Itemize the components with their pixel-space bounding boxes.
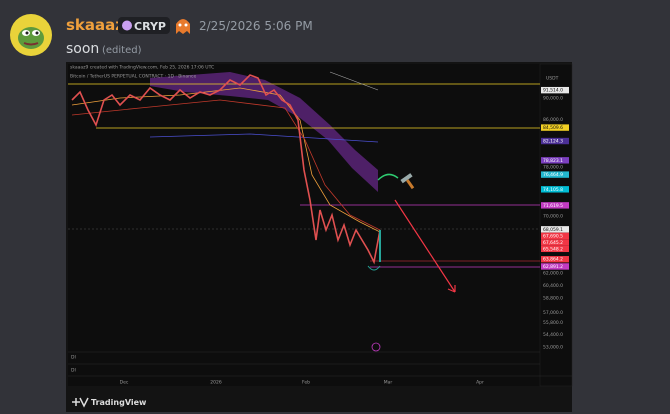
time-label: 2026 — [210, 380, 222, 386]
price-label: 74,105.8 — [543, 187, 563, 193]
message-text: soon — [66, 41, 99, 57]
price-label: 90,000.0 — [543, 96, 563, 102]
watermark: skaaaz9 created with TradingView.com, Fe… — [70, 65, 214, 71]
price-label: 60,400.0 — [543, 283, 563, 289]
price-label: 78,000.0 — [543, 164, 563, 170]
price-label: 65,548.2 — [543, 246, 563, 252]
time-label: Feb — [302, 380, 310, 386]
price-label: 78,823.1 — [543, 158, 563, 164]
timestamp: 2/25/2026 5:06 PM — [199, 19, 313, 33]
price-label-bg — [541, 137, 569, 145]
price-label: 63,864.2 — [543, 257, 563, 263]
price-label: 67,690.5 — [543, 233, 563, 239]
tag-badge[interactable]: CRYP — [118, 17, 170, 34]
price-label-bg — [541, 263, 569, 270]
author[interactable]: skaaaz — [66, 16, 124, 34]
price-label: 91,514.0 — [543, 88, 563, 94]
currency: USDT — [546, 76, 559, 82]
price-label: 57,000.0 — [543, 310, 563, 316]
price-label: 54,400.0 — [543, 332, 563, 338]
price-label: 84,509.6 — [543, 125, 563, 131]
price-label-bg — [541, 171, 569, 178]
price-label: 58,800.0 — [543, 296, 563, 302]
role-icon — [176, 19, 190, 34]
price-label: 76,464.9 — [543, 172, 563, 178]
time-label: Dec — [120, 380, 129, 386]
price-label: 55,800.0 — [543, 320, 563, 326]
price-label: 62,000.0 — [543, 271, 563, 277]
price-label-bg — [541, 124, 569, 131]
price-label-bg — [541, 239, 569, 246]
price-label: 67,645.2 — [543, 240, 563, 246]
price-label: 71,619.5 — [543, 203, 563, 209]
edited-marker: (edited) — [102, 45, 142, 56]
price-label: 68,059.1 — [543, 227, 563, 233]
price-label-bg — [541, 157, 569, 164]
chart-image[interactable] — [66, 62, 573, 412]
indicator-label: DI — [71, 355, 76, 361]
tag-text: CRYP — [134, 20, 166, 33]
time-label: Apr — [476, 380, 484, 386]
price-axis: 91,514.0 90,000.0 86,000.0 84,509.6 82,124.3… — [541, 86, 569, 350]
price-label: 53,000.0 — [543, 344, 563, 350]
price-label: 62,891.2 — [543, 264, 563, 270]
price-label: 82,124.3 — [543, 139, 563, 145]
brand: TradingView — [91, 398, 147, 407]
price-label-bg — [541, 232, 569, 240]
symbol: Bitcoin / TetherUS PERPETUAL CONTRACT · … — [70, 74, 196, 80]
price-label-bg — [541, 186, 569, 193]
price-label-bg — [541, 86, 569, 94]
price-label: 70,000.0 — [543, 214, 563, 220]
avatar[interactable] — [10, 14, 52, 56]
price-label-bg — [541, 226, 569, 233]
price-label-bg — [541, 256, 569, 263]
indicator-label: DI — [71, 368, 76, 374]
price-label-bg — [541, 202, 569, 209]
price-label: 86,000.0 — [543, 117, 563, 123]
price-label-bg — [541, 245, 569, 253]
time-label: Mar — [384, 380, 393, 386]
